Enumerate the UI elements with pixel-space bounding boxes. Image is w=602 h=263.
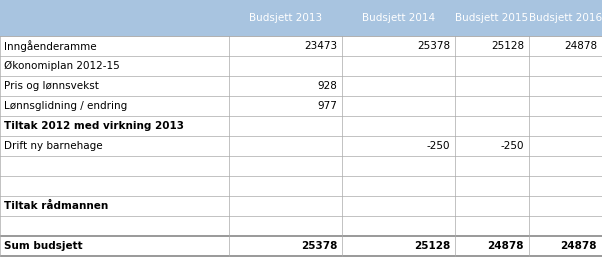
Text: 24878: 24878 bbox=[488, 241, 524, 251]
Text: Inngåenderamme: Inngåenderamme bbox=[4, 40, 97, 52]
Text: Sum budsjett: Sum budsjett bbox=[4, 241, 82, 251]
Text: Budsjett 2013: Budsjett 2013 bbox=[249, 13, 322, 23]
Text: Lønnsglidning / endring: Lønnsglidning / endring bbox=[4, 101, 127, 111]
Text: 24878: 24878 bbox=[564, 41, 597, 51]
Text: 24878: 24878 bbox=[560, 241, 597, 251]
Text: -250: -250 bbox=[500, 141, 524, 151]
Text: -250: -250 bbox=[426, 141, 450, 151]
Text: 23473: 23473 bbox=[304, 41, 337, 51]
Text: Drift ny barnehage: Drift ny barnehage bbox=[4, 141, 102, 151]
Text: Budsjett 2016: Budsjett 2016 bbox=[529, 13, 602, 23]
Text: Tiltak rådmannen: Tiltak rådmannen bbox=[4, 201, 108, 211]
Text: 25378: 25378 bbox=[417, 41, 450, 51]
Text: Pris og lønnsvekst: Pris og lønnsvekst bbox=[4, 81, 99, 91]
Text: Budsjett 2014: Budsjett 2014 bbox=[362, 13, 435, 23]
Text: Økonomiplan 2012-15: Økonomiplan 2012-15 bbox=[4, 61, 120, 71]
Bar bbox=[0, 0, 602, 36]
Text: 977: 977 bbox=[317, 101, 337, 111]
Text: 25128: 25128 bbox=[414, 241, 450, 251]
Text: Tiltak 2012 med virkning 2013: Tiltak 2012 med virkning 2013 bbox=[4, 121, 184, 131]
Text: 25128: 25128 bbox=[491, 41, 524, 51]
Text: 928: 928 bbox=[317, 81, 337, 91]
Text: 25378: 25378 bbox=[300, 241, 337, 251]
Text: Budsjett 2015: Budsjett 2015 bbox=[456, 13, 529, 23]
